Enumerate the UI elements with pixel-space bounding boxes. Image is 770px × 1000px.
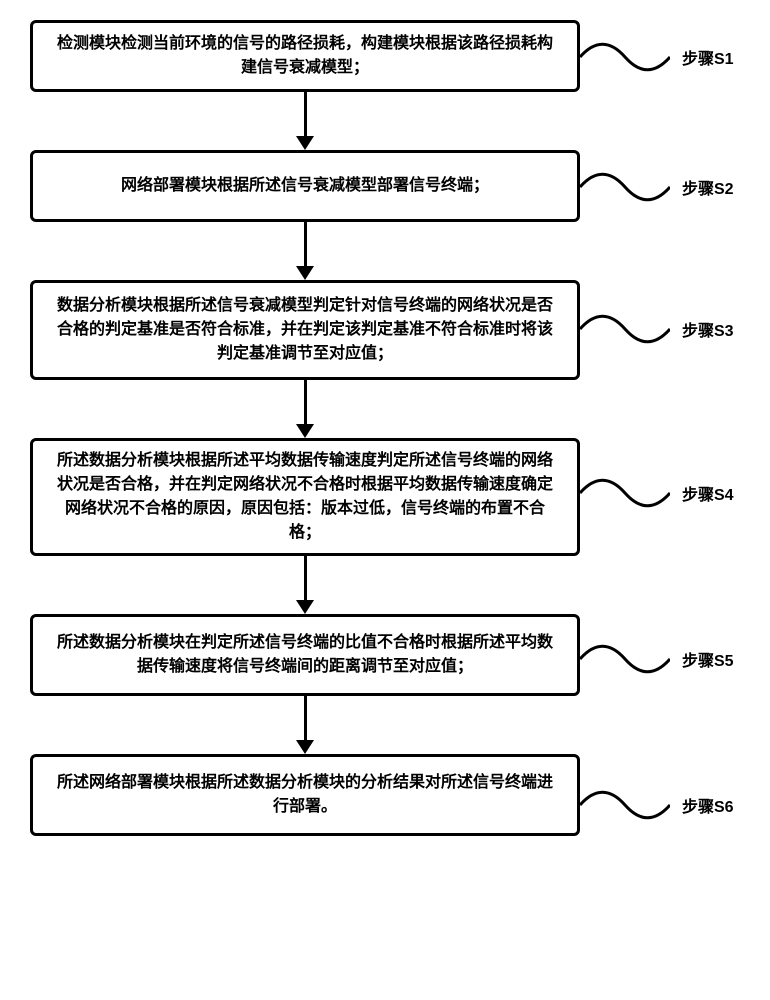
flowchart-column: 检测模块检测当前环境的信号的路径损耗，构建模块根据该路径损耗构建信号衰减模型； 网… bbox=[30, 20, 580, 836]
step-label-6: 步骤S6 bbox=[682, 793, 734, 817]
step-label-1: 步骤S1 bbox=[682, 45, 734, 69]
step-label-group-4: 步骤S4 bbox=[580, 468, 734, 518]
step-text-2: 网络部署模块根据所述信号衰减模型部署信号终端； bbox=[121, 174, 489, 198]
step-box-5: 所述数据分析模块在判定所述信号终端的比值不合格时根据所述平均数据传输速度将信号终… bbox=[30, 614, 580, 696]
wave-icon bbox=[580, 162, 670, 212]
step-box-6: 所述网络部署模块根据所述数据分析模块的分析结果对所述信号终端进行部署。 bbox=[30, 754, 580, 836]
wave-icon bbox=[580, 304, 670, 354]
step-text-1: 检测模块检测当前环境的信号的路径损耗，构建模块根据该路径损耗构建信号衰减模型； bbox=[51, 32, 559, 80]
step-label-group-1: 步骤S1 bbox=[580, 32, 734, 82]
step-box-3: 数据分析模块根据所述信号衰减模型判定针对信号终端的网络状况是否合格的判定基准是否… bbox=[30, 280, 580, 380]
arrow-1 bbox=[30, 92, 580, 150]
wave-icon bbox=[580, 468, 670, 518]
step-text-6: 所述网络部署模块根据所述数据分析模块的分析结果对所述信号终端进行部署。 bbox=[51, 771, 559, 819]
step-label-3: 步骤S3 bbox=[682, 317, 734, 341]
arrow-2 bbox=[30, 222, 580, 280]
wave-icon bbox=[580, 634, 670, 684]
step-label-group-5: 步骤S5 bbox=[580, 634, 734, 684]
wave-icon bbox=[580, 32, 670, 82]
step-box-2: 网络部署模块根据所述信号衰减模型部署信号终端； bbox=[30, 150, 580, 222]
step-label-group-3: 步骤S3 bbox=[580, 304, 734, 354]
step-label-5: 步骤S5 bbox=[682, 647, 734, 671]
step-box-4: 所述数据分析模块根据所述平均数据传输速度判定所述信号终端的网络状况是否合格，并在… bbox=[30, 438, 580, 556]
arrow-5 bbox=[30, 696, 580, 754]
arrow-3 bbox=[30, 380, 580, 438]
step-label-2: 步骤S2 bbox=[682, 175, 734, 199]
step-label-group-2: 步骤S2 bbox=[580, 162, 734, 212]
step-text-3: 数据分析模块根据所述信号衰减模型判定针对信号终端的网络状况是否合格的判定基准是否… bbox=[51, 294, 559, 366]
step-text-4: 所述数据分析模块根据所述平均数据传输速度判定所述信号终端的网络状况是否合格，并在… bbox=[51, 449, 559, 545]
step-text-5: 所述数据分析模块在判定所述信号终端的比值不合格时根据所述平均数据传输速度将信号终… bbox=[51, 631, 559, 679]
step-label-group-6: 步骤S6 bbox=[580, 780, 734, 830]
wave-icon bbox=[580, 780, 670, 830]
step-box-1: 检测模块检测当前环境的信号的路径损耗，构建模块根据该路径损耗构建信号衰减模型； bbox=[30, 20, 580, 92]
step-label-4: 步骤S4 bbox=[682, 481, 734, 505]
arrow-4 bbox=[30, 556, 580, 614]
